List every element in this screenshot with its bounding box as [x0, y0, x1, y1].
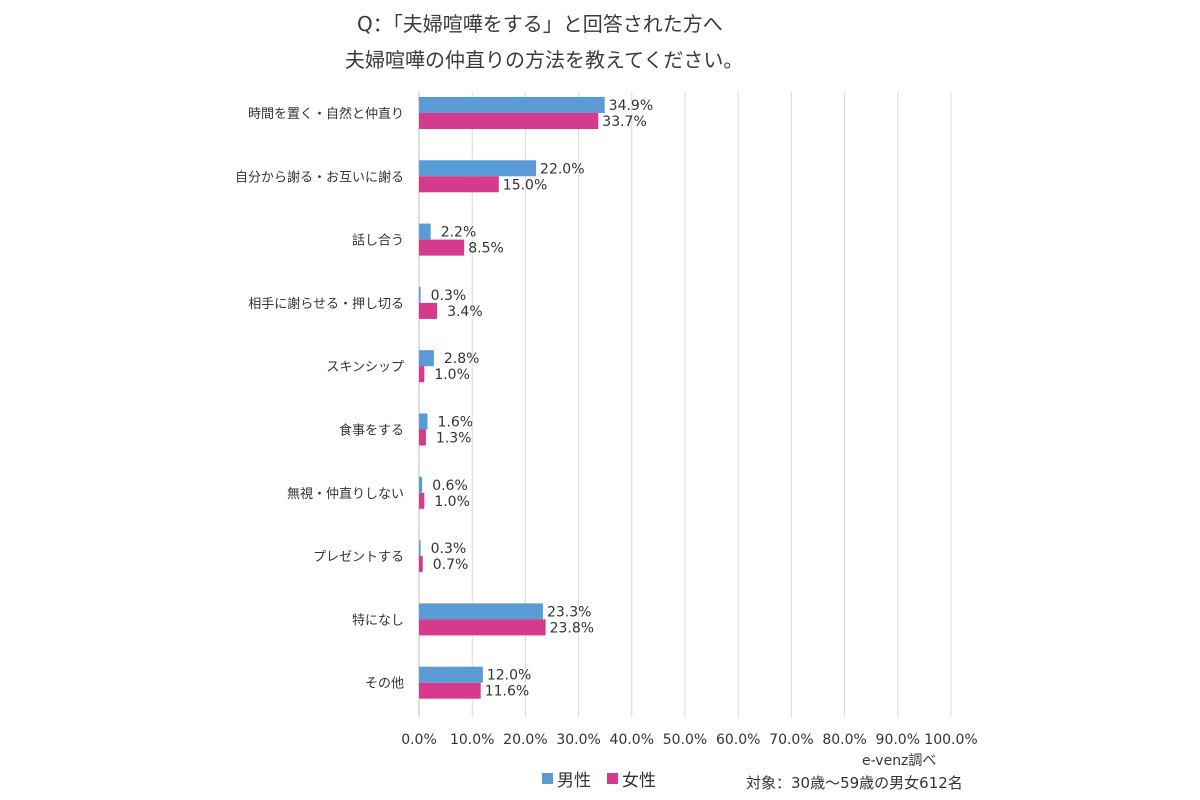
data-label-female: 0.7% [433, 557, 469, 573]
data-label-male: 2.8% [444, 351, 480, 367]
category-label: 無視・仲直りしない [287, 487, 404, 502]
data-label-female: 1.0% [434, 494, 470, 510]
category-label: 自分から謝る・お互いに謝る [235, 170, 404, 185]
bar-male [419, 603, 543, 620]
data-label-female: 23.8% [550, 620, 594, 636]
bar-male [419, 413, 428, 430]
chart-title-line-2: 夫婦喧嘩の仲直りの方法を教えてください。 [345, 48, 744, 72]
data-label-female: 15.0% [503, 177, 547, 193]
chart-legend: 男性 女性 [542, 766, 656, 791]
data-label-male: 0.3% [431, 288, 467, 304]
x-tick-label: 50.0% [663, 732, 707, 748]
data-label-male: 0.6% [432, 478, 468, 494]
x-tick-label: 90.0% [876, 732, 920, 748]
data-label-female: 33.7% [602, 114, 646, 130]
bar-female [419, 366, 425, 383]
data-label-female: 1.3% [436, 431, 472, 447]
legend-item-male: 男性 [542, 766, 591, 791]
bar-male [419, 97, 605, 113]
data-label-male: 0.3% [431, 541, 467, 557]
bar-female [419, 113, 599, 129]
bar-female [419, 556, 423, 573]
x-tick-label: 40.0% [610, 732, 654, 748]
category-label: 相手に謝らせる・押し切る [248, 297, 404, 312]
x-tick-label: 70.0% [769, 732, 813, 748]
x-tick-label: 60.0% [716, 732, 760, 748]
bar-male [419, 223, 431, 240]
bar-male [419, 540, 421, 557]
bar-female [419, 682, 481, 699]
data-label-male: 22.0% [540, 161, 584, 177]
bar-female [419, 492, 425, 509]
category-label: その他 [365, 677, 404, 692]
category-label: 食事をする [339, 423, 404, 439]
bar-female [419, 176, 499, 193]
category-label: プレゼントする [313, 550, 404, 565]
x-tick-label: 20.0% [503, 732, 547, 748]
data-label-male: 1.6% [438, 415, 474, 431]
bar-female [419, 239, 465, 256]
bar-female [419, 302, 438, 319]
bar-male [419, 666, 483, 683]
sample-note: 対象：30歳～59歳の男女612名 [746, 774, 963, 792]
category-label: スキンシップ [326, 360, 404, 375]
legend-label-male: 男性 [557, 771, 591, 791]
bar-female [419, 429, 426, 446]
x-tick-label: 0.0% [401, 732, 437, 748]
bar-male [419, 286, 421, 303]
legend-label-female: 女性 [622, 771, 656, 791]
x-tick-label: 100.0% [924, 732, 977, 748]
category-label: 話し合う [352, 233, 404, 249]
x-tick-label: 30.0% [556, 732, 600, 748]
x-tick-label: 80.0% [822, 732, 866, 748]
legend-swatch-male [542, 773, 553, 784]
bar-male [419, 476, 423, 493]
x-tick-label: 10.0% [450, 732, 494, 748]
data-label-male: 23.3% [547, 604, 591, 620]
data-label-male: 34.9% [609, 98, 653, 114]
bar-male [419, 160, 537, 177]
data-label-female: 11.6% [485, 684, 529, 700]
bar-female [419, 619, 546, 636]
source-note: e-venz調べ [862, 753, 937, 769]
chart-title-line-1: Q：「夫婦喧嘩をする」と回答された方へ [357, 12, 723, 36]
data-label-male: 12.0% [487, 668, 531, 684]
data-label-female: 3.4% [447, 304, 483, 320]
data-label-male: 2.2% [441, 225, 477, 241]
legend-item-female: 女性 [607, 766, 656, 791]
data-label-female: 8.5% [468, 241, 504, 257]
category-label: 時間を置く・自然と仲直り [248, 106, 404, 122]
bar-male [419, 350, 434, 367]
legend-swatch-female [607, 773, 618, 784]
data-label-female: 1.0% [434, 367, 470, 383]
category-label: 特になし [352, 613, 404, 628]
